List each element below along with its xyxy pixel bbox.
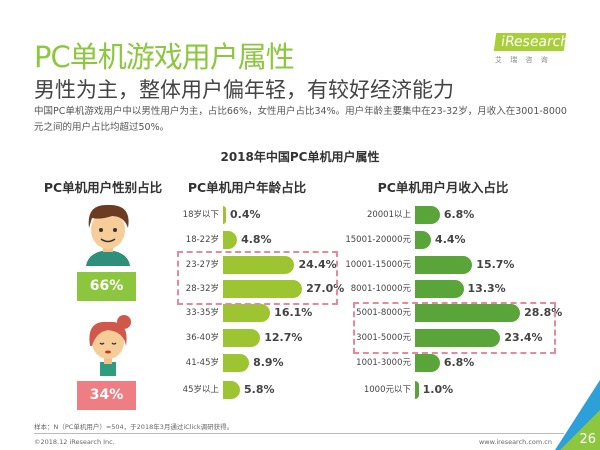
bar <box>223 206 226 224</box>
page-corner-decoration <box>555 380 600 450</box>
data-label: 27.0% <box>306 282 345 295</box>
category-label: 3001-5000元 <box>356 333 411 343</box>
category-label: 10001-15000元 <box>345 260 411 270</box>
data-label: 6.8% <box>443 356 475 369</box>
bar <box>223 329 261 347</box>
category-label: 8001-10000元 <box>350 284 411 294</box>
data-label: 16.1% <box>274 306 313 319</box>
bar <box>415 354 440 372</box>
bar <box>223 354 250 372</box>
category-label: 1000元以下 <box>363 385 411 395</box>
data-label: 24.4% <box>298 258 337 271</box>
page-subtitle: 男性为主，整体用户偏年轻，有较好经济能力 <box>34 78 454 102</box>
footer-divider <box>34 433 564 434</box>
income-title: PC单机用户月收入占比 <box>377 180 509 195</box>
data-label: 5.8% <box>243 383 275 396</box>
iresearch-logo: iResearch 艾 瑞 咨 询 <box>493 33 570 65</box>
gender-title: PC单机用户性别占比 <box>43 180 163 195</box>
male-percentage: 66% <box>77 272 136 301</box>
category-label: 15001-20000元 <box>345 235 411 245</box>
data-label: 15.7% <box>476 258 515 271</box>
category-label: 5001-8000元 <box>356 308 411 318</box>
bar <box>415 231 432 249</box>
data-label: 0.4% <box>230 208 261 221</box>
data-label: 28.8% <box>524 306 563 319</box>
bar <box>415 280 464 298</box>
logo-text: iResearch <box>493 33 570 51</box>
bar <box>223 381 240 399</box>
data-label: 6.8% <box>443 208 475 221</box>
bar <box>415 304 521 322</box>
bar <box>415 256 473 274</box>
category-label: 28-32岁 <box>185 284 219 294</box>
page-number: 26 <box>579 432 596 447</box>
logo-subtext: 艾 瑞 咨 询 <box>495 56 551 64</box>
category-label: 18-22岁 <box>185 235 219 245</box>
category-label: 23-27岁 <box>185 260 219 270</box>
category-label: 1001-3000元 <box>356 358 411 368</box>
category-label: 45岁以上 <box>182 385 219 395</box>
bar <box>415 381 419 399</box>
data-label: 1.0% <box>422 383 454 396</box>
age-highlight-box <box>177 251 338 305</box>
bar <box>223 280 303 298</box>
income-highlight-box <box>353 302 556 354</box>
page-title: PC单机游戏用户属性 <box>34 40 295 74</box>
bar <box>415 329 501 347</box>
website-link[interactable]: www.iresearch.com.cn <box>478 438 552 446</box>
data-label: 12.7% <box>264 331 303 344</box>
chart-title: 2018年中国PC单机用户属性 <box>220 150 380 164</box>
copyright: ©2018.12 iResearch Inc. <box>34 438 115 446</box>
data-label: 13.3% <box>467 282 506 295</box>
bar <box>223 256 295 274</box>
age-title: PC单机用户年龄占比 <box>187 180 307 195</box>
category-label: 41-45岁 <box>185 358 219 368</box>
data-label: 8.9% <box>253 356 284 369</box>
female-avatar-icon <box>89 315 131 376</box>
sample-note: 样本：N（PC单机用户）=504，于2018年3月通过iClick调研获得。 <box>34 423 234 431</box>
data-label: 4.8% <box>241 233 272 246</box>
category-label: 18岁以下 <box>182 210 219 220</box>
male-avatar-icon <box>86 204 130 266</box>
bar <box>223 231 238 249</box>
female-percentage: 34% <box>77 381 136 410</box>
data-label: 4.4% <box>435 233 466 246</box>
data-label: 23.4% <box>504 331 543 344</box>
bar <box>223 304 271 322</box>
bar <box>415 206 440 224</box>
category-label: 36-40岁 <box>185 333 219 343</box>
description: 中国PC单机游戏用户中以男性用户为主，占比66%，女性用户占比34%。用户年龄主… <box>34 106 567 133</box>
category-label: 33-35岁 <box>185 308 219 318</box>
category-label: 20001以上 <box>366 210 411 220</box>
